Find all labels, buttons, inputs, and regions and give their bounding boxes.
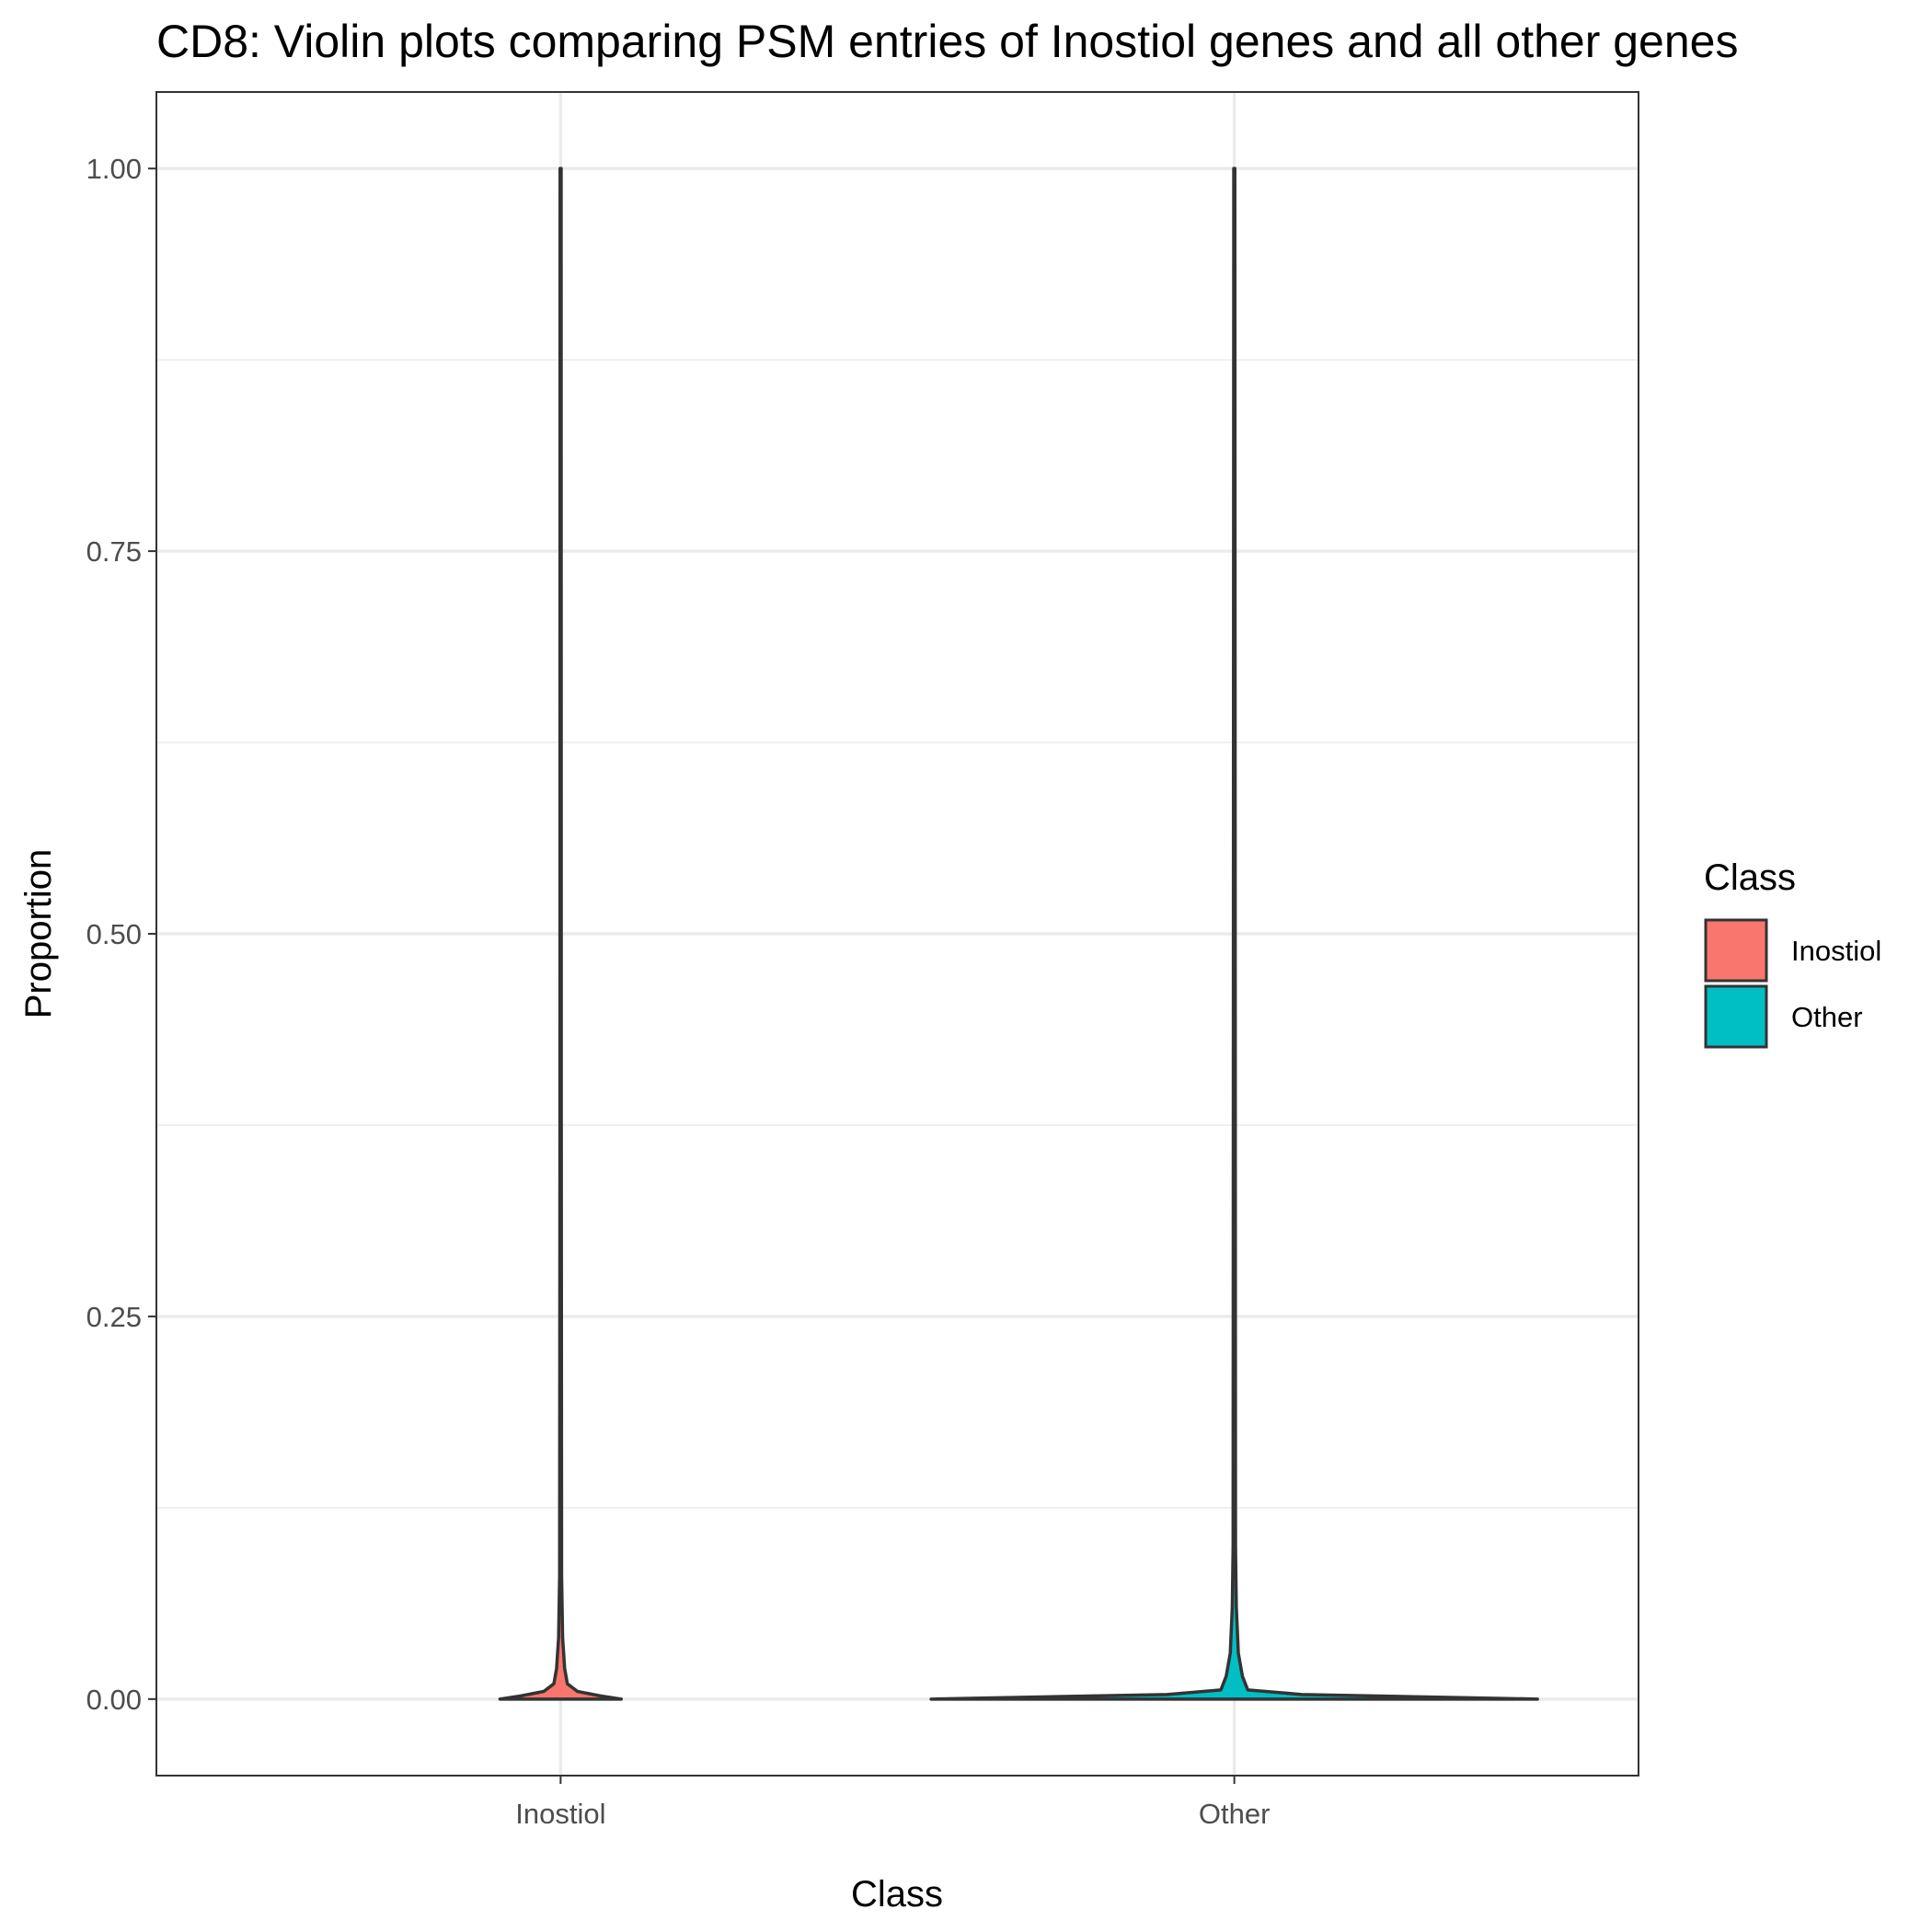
x-tick-label: Inostiol [515, 1798, 605, 1830]
x-axis: Inostiol Other [515, 1776, 1270, 1830]
legend-title: Class [1704, 857, 1796, 898]
y-tick-label: 1.00 [86, 153, 142, 185]
y-tick-label: 0.00 [86, 1684, 142, 1716]
violins [498, 167, 1539, 1701]
legend-key-inostiol [1704, 918, 1768, 983]
x-tick-label: Other [1199, 1798, 1271, 1830]
y-axis: 0.00 0.25 0.50 0.75 1.00 [86, 153, 156, 1716]
legend-label-inostiol: Inostiol [1791, 935, 1881, 967]
y-tick-label: 0.50 [86, 918, 142, 950]
legend-entries: Inostiol Other [1704, 918, 1881, 1049]
y-tick-label: 0.75 [86, 535, 142, 568]
legend: Class Inostiol Other [1704, 857, 1881, 1049]
y-tick-label: 0.25 [86, 1301, 142, 1333]
violin-inostiol [498, 167, 624, 1701]
legend-key-other [1704, 984, 1768, 1049]
violin-other [929, 167, 1539, 1701]
y-axis-title: Proportion [18, 849, 59, 1019]
chart-title: CD8: Violin plots comparing PSM entries … [156, 16, 1738, 67]
x-axis-title: Class [851, 1874, 943, 1915]
legend-label-other: Other [1791, 1001, 1863, 1033]
